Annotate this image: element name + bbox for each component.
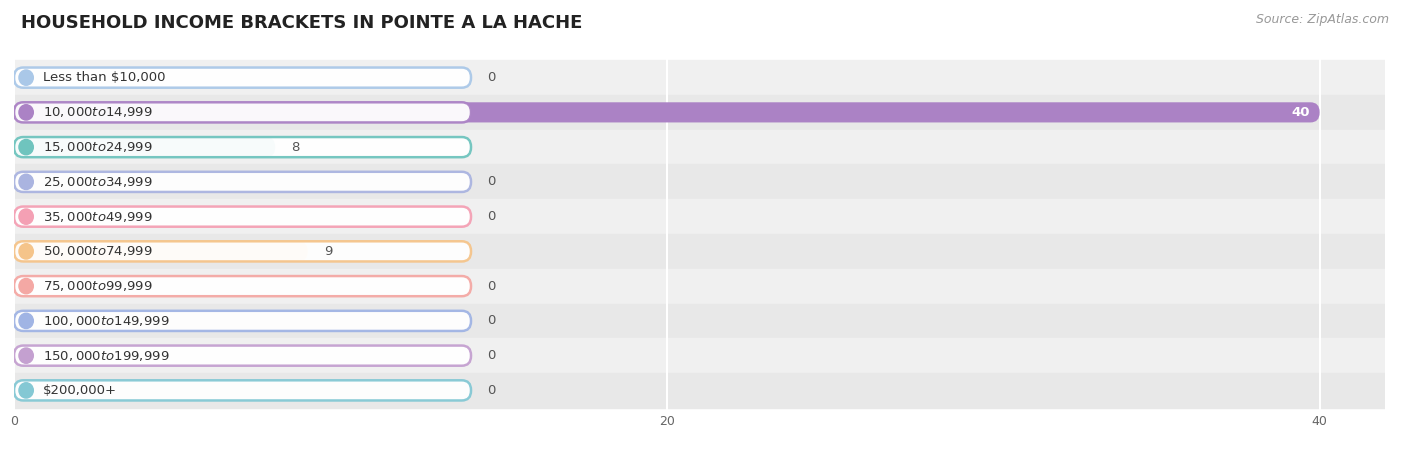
Text: $35,000 to $49,999: $35,000 to $49,999 — [44, 210, 153, 224]
Text: HOUSEHOLD INCOME BRACKETS IN POINTE A LA HACHE: HOUSEHOLD INCOME BRACKETS IN POINTE A LA… — [21, 14, 582, 32]
Text: $25,000 to $34,999: $25,000 to $34,999 — [44, 175, 153, 189]
FancyBboxPatch shape — [14, 68, 471, 88]
Text: $50,000 to $74,999: $50,000 to $74,999 — [44, 244, 153, 258]
Text: $100,000 to $149,999: $100,000 to $149,999 — [44, 314, 170, 328]
Text: 0: 0 — [488, 210, 496, 223]
Text: 9: 9 — [325, 245, 332, 258]
Bar — [14, 269, 1385, 303]
Text: 0: 0 — [488, 349, 496, 362]
Bar — [14, 303, 1385, 338]
FancyBboxPatch shape — [14, 276, 471, 296]
FancyBboxPatch shape — [14, 346, 471, 366]
Circle shape — [18, 244, 34, 259]
Circle shape — [18, 279, 34, 294]
Bar — [14, 338, 1385, 373]
Bar — [14, 165, 1385, 199]
Text: $200,000+: $200,000+ — [44, 384, 117, 397]
FancyBboxPatch shape — [14, 172, 471, 192]
Text: 8: 8 — [291, 140, 299, 153]
Text: $75,000 to $99,999: $75,000 to $99,999 — [44, 279, 153, 293]
FancyBboxPatch shape — [14, 102, 1320, 122]
Circle shape — [18, 209, 34, 224]
FancyBboxPatch shape — [14, 311, 471, 331]
Circle shape — [18, 174, 34, 189]
Circle shape — [18, 105, 34, 120]
Circle shape — [18, 348, 34, 363]
FancyBboxPatch shape — [14, 241, 471, 261]
Circle shape — [18, 383, 34, 398]
Bar — [14, 95, 1385, 130]
Bar — [14, 130, 1385, 165]
Text: 0: 0 — [488, 315, 496, 328]
Circle shape — [18, 70, 34, 85]
Bar — [14, 60, 1385, 95]
Text: 0: 0 — [488, 176, 496, 189]
Text: 40: 40 — [1291, 106, 1310, 119]
Text: $150,000 to $199,999: $150,000 to $199,999 — [44, 349, 170, 363]
FancyBboxPatch shape — [14, 102, 471, 122]
Text: 0: 0 — [488, 71, 496, 84]
Text: Source: ZipAtlas.com: Source: ZipAtlas.com — [1256, 14, 1389, 27]
Text: $15,000 to $24,999: $15,000 to $24,999 — [44, 140, 153, 154]
Circle shape — [18, 313, 34, 328]
FancyBboxPatch shape — [14, 207, 471, 227]
Text: 0: 0 — [488, 279, 496, 292]
FancyBboxPatch shape — [14, 380, 471, 400]
Bar — [14, 199, 1385, 234]
FancyBboxPatch shape — [14, 137, 471, 157]
Bar — [14, 234, 1385, 269]
FancyBboxPatch shape — [14, 241, 308, 261]
Circle shape — [18, 140, 34, 155]
Text: $10,000 to $14,999: $10,000 to $14,999 — [44, 105, 153, 119]
FancyBboxPatch shape — [14, 137, 276, 157]
Text: Less than $10,000: Less than $10,000 — [44, 71, 166, 84]
Text: 0: 0 — [488, 384, 496, 397]
Bar — [14, 373, 1385, 408]
